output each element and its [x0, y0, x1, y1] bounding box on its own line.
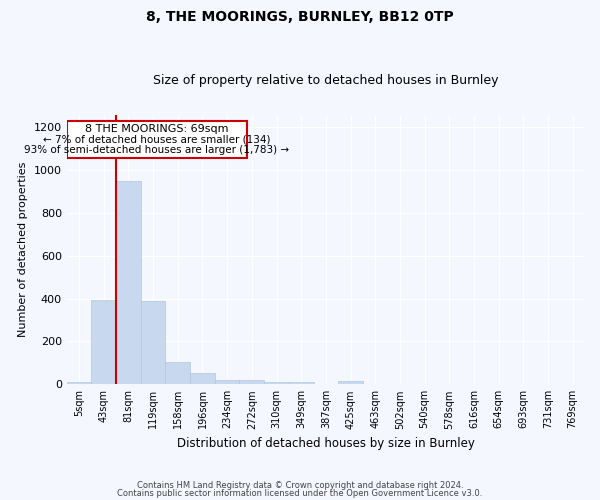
Text: Contains HM Land Registry data © Crown copyright and database right 2024.: Contains HM Land Registry data © Crown c… [137, 481, 463, 490]
Bar [239, 380, 264, 384]
Text: Contains public sector information licensed under the Open Government Licence v3: Contains public sector information licen… [118, 488, 482, 498]
Bar [338, 382, 363, 384]
Bar [264, 382, 289, 384]
Text: 8, THE MOORINGS, BURNLEY, BB12 0TP: 8, THE MOORINGS, BURNLEY, BB12 0TP [146, 10, 454, 24]
Bar [116, 182, 141, 384]
Bar [289, 382, 314, 384]
Bar [190, 372, 215, 384]
X-axis label: Distribution of detached houses by size in Burnley: Distribution of detached houses by size … [177, 437, 475, 450]
Text: ← 7% of detached houses are smaller (134): ← 7% of detached houses are smaller (134… [43, 134, 271, 144]
Y-axis label: Number of detached properties: Number of detached properties [18, 162, 28, 337]
Bar [91, 300, 116, 384]
Bar [215, 380, 239, 384]
FancyBboxPatch shape [67, 121, 247, 158]
Text: 93% of semi-detached houses are larger (1,783) →: 93% of semi-detached houses are larger (… [24, 145, 289, 155]
Bar [67, 382, 91, 384]
Title: Size of property relative to detached houses in Burnley: Size of property relative to detached ho… [153, 74, 499, 87]
Text: 8 THE MOORINGS: 69sqm: 8 THE MOORINGS: 69sqm [85, 124, 229, 134]
Bar [166, 362, 190, 384]
Bar [141, 301, 166, 384]
